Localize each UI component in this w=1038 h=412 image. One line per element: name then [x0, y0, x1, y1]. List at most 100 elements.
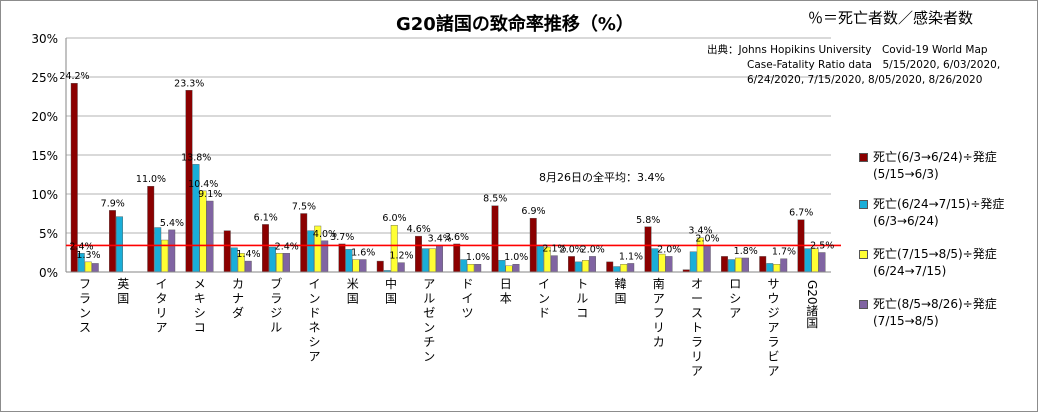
x-tick-label: トルコ: [576, 277, 588, 320]
data-label: 2.0%: [657, 244, 681, 255]
bar-1: [606, 261, 614, 273]
data-label: 1.0%: [466, 252, 490, 263]
x-tick-label: ブラジル: [270, 276, 282, 335]
bar-1: [300, 213, 308, 273]
data-label: 4.0%: [313, 229, 337, 240]
x-tick-label: 日本: [500, 277, 512, 306]
source-note: 出典：Johns Hopikins University Covid-19 Wo…: [707, 43, 1000, 88]
x-tick-label: 英国: [117, 277, 129, 306]
chart-title: G20諸国の致命率推移（%）: [396, 14, 634, 35]
y-tick-label: 15%: [31, 149, 58, 163]
bar-4: [818, 252, 826, 273]
legend-item-series-2: 死亡(6/24→7/15)÷発症 (6/3→6/24): [859, 196, 1034, 236]
bar-4: [703, 245, 711, 273]
y-tick-label: 0%: [39, 266, 58, 280]
bar-2: [766, 263, 774, 273]
bar-4: [397, 262, 405, 273]
data-label: 3.4%: [428, 233, 452, 244]
x-tick-label: サウジアラビア: [767, 277, 779, 378]
bar-4: [436, 245, 443, 273]
data-label: 1.0%: [504, 252, 528, 263]
data-label: 1.8%: [734, 246, 758, 257]
x-tick-label: ロシア: [729, 277, 741, 320]
data-label: 6.1%: [254, 212, 278, 223]
source-line-1: 出典：Johns Hopikins University Covid-19 Wo…: [707, 44, 988, 56]
bar-3: [199, 190, 207, 273]
data-label: 6.7%: [789, 208, 813, 219]
bar-1: [223, 230, 231, 273]
bar-2: [116, 216, 123, 273]
legend-label: 死亡(6/24→7/15)÷発症 (6/3→6/24): [873, 197, 1005, 228]
data-label: 13.8%: [181, 152, 211, 163]
bar-3: [735, 257, 742, 273]
data-label: 2.0%: [560, 244, 584, 255]
legend-item-series-4: 死亡(8/5→8/26)÷発症 (7/15→8/5): [859, 296, 1034, 336]
x-tick-label: インド: [538, 277, 550, 320]
bar-2: [422, 248, 429, 273]
data-label: 2.0%: [581, 244, 605, 255]
data-label: 3.4%: [688, 226, 712, 237]
x-tick-label: 韓国: [614, 277, 626, 306]
x-tick-label: フランス: [79, 277, 91, 335]
data-label: 8.5%: [483, 194, 507, 205]
average-note: 8月26日の全平均：3.4%: [539, 171, 665, 184]
x-tick-label: 南アフリカ: [653, 276, 665, 349]
data-label: 24.2%: [59, 71, 89, 82]
bar-4: [91, 263, 99, 273]
bar-3: [390, 224, 398, 273]
bar-3: [505, 265, 513, 273]
bar-3: [429, 248, 436, 273]
x-tick-label: カナダ: [232, 277, 244, 320]
legend-swatch: [859, 250, 868, 259]
data-label: 6.0%: [382, 213, 406, 224]
bar-1: [453, 243, 461, 273]
bar-4: [206, 200, 214, 273]
data-label: 7.9%: [101, 198, 125, 209]
data-label: 3.6%: [445, 232, 469, 243]
bar-4: [550, 255, 558, 273]
data-label: 1.3%: [76, 250, 100, 261]
data-label: 4.6%: [407, 224, 431, 235]
data-label: 6.9%: [521, 206, 545, 217]
bar-1: [338, 243, 346, 273]
y-tick-label: 10%: [31, 188, 58, 202]
bar-4: [742, 257, 749, 273]
data-label: 5.4%: [160, 218, 184, 229]
data-label: 23.3%: [174, 78, 204, 89]
x-tick-label: アルゼンチン: [423, 277, 435, 364]
bar-4: [474, 264, 482, 273]
legend-label: 死亡(7/15→8/5)÷発症 (6/24→7/15): [873, 247, 997, 278]
source-line-3: 6/24/2020, 7/15/2020, 8/05/2020, 8/26/20…: [747, 74, 983, 86]
formula-note: ％＝死亡者数／感染者数: [808, 9, 974, 27]
bar-3: [582, 260, 589, 273]
bar-2: [613, 266, 621, 273]
data-label: 1.6%: [351, 248, 375, 259]
bar-3: [773, 264, 781, 273]
bar-1: [376, 260, 384, 273]
data-label: 5.8%: [636, 215, 660, 226]
data-label: 2.0%: [695, 233, 719, 244]
x-tick-label: インドネシア: [308, 277, 320, 364]
x-tick-label: ドイツ: [461, 277, 473, 320]
bar-3: [352, 259, 360, 273]
bar-3: [276, 253, 283, 273]
legend-swatch: [859, 300, 868, 309]
bar-2: [575, 261, 582, 273]
bar-2: [154, 227, 162, 273]
data-label: 10.4%: [188, 179, 218, 190]
bar-3: [811, 248, 819, 273]
bar-4: [780, 258, 788, 273]
data-label: 2.4%: [69, 241, 93, 252]
bar-3: [658, 253, 666, 273]
bar-1: [262, 224, 269, 273]
bar-3: [467, 264, 475, 273]
legend-swatch: [859, 200, 868, 209]
bar-1: [415, 235, 422, 273]
bar-1: [721, 256, 728, 273]
data-label: 2.4%: [275, 241, 299, 252]
bar-4: [512, 264, 520, 273]
bar-1: [491, 205, 499, 273]
legend-item-series-3: 死亡(7/15→8/5)÷発症 (6/24→7/15): [859, 246, 1034, 286]
